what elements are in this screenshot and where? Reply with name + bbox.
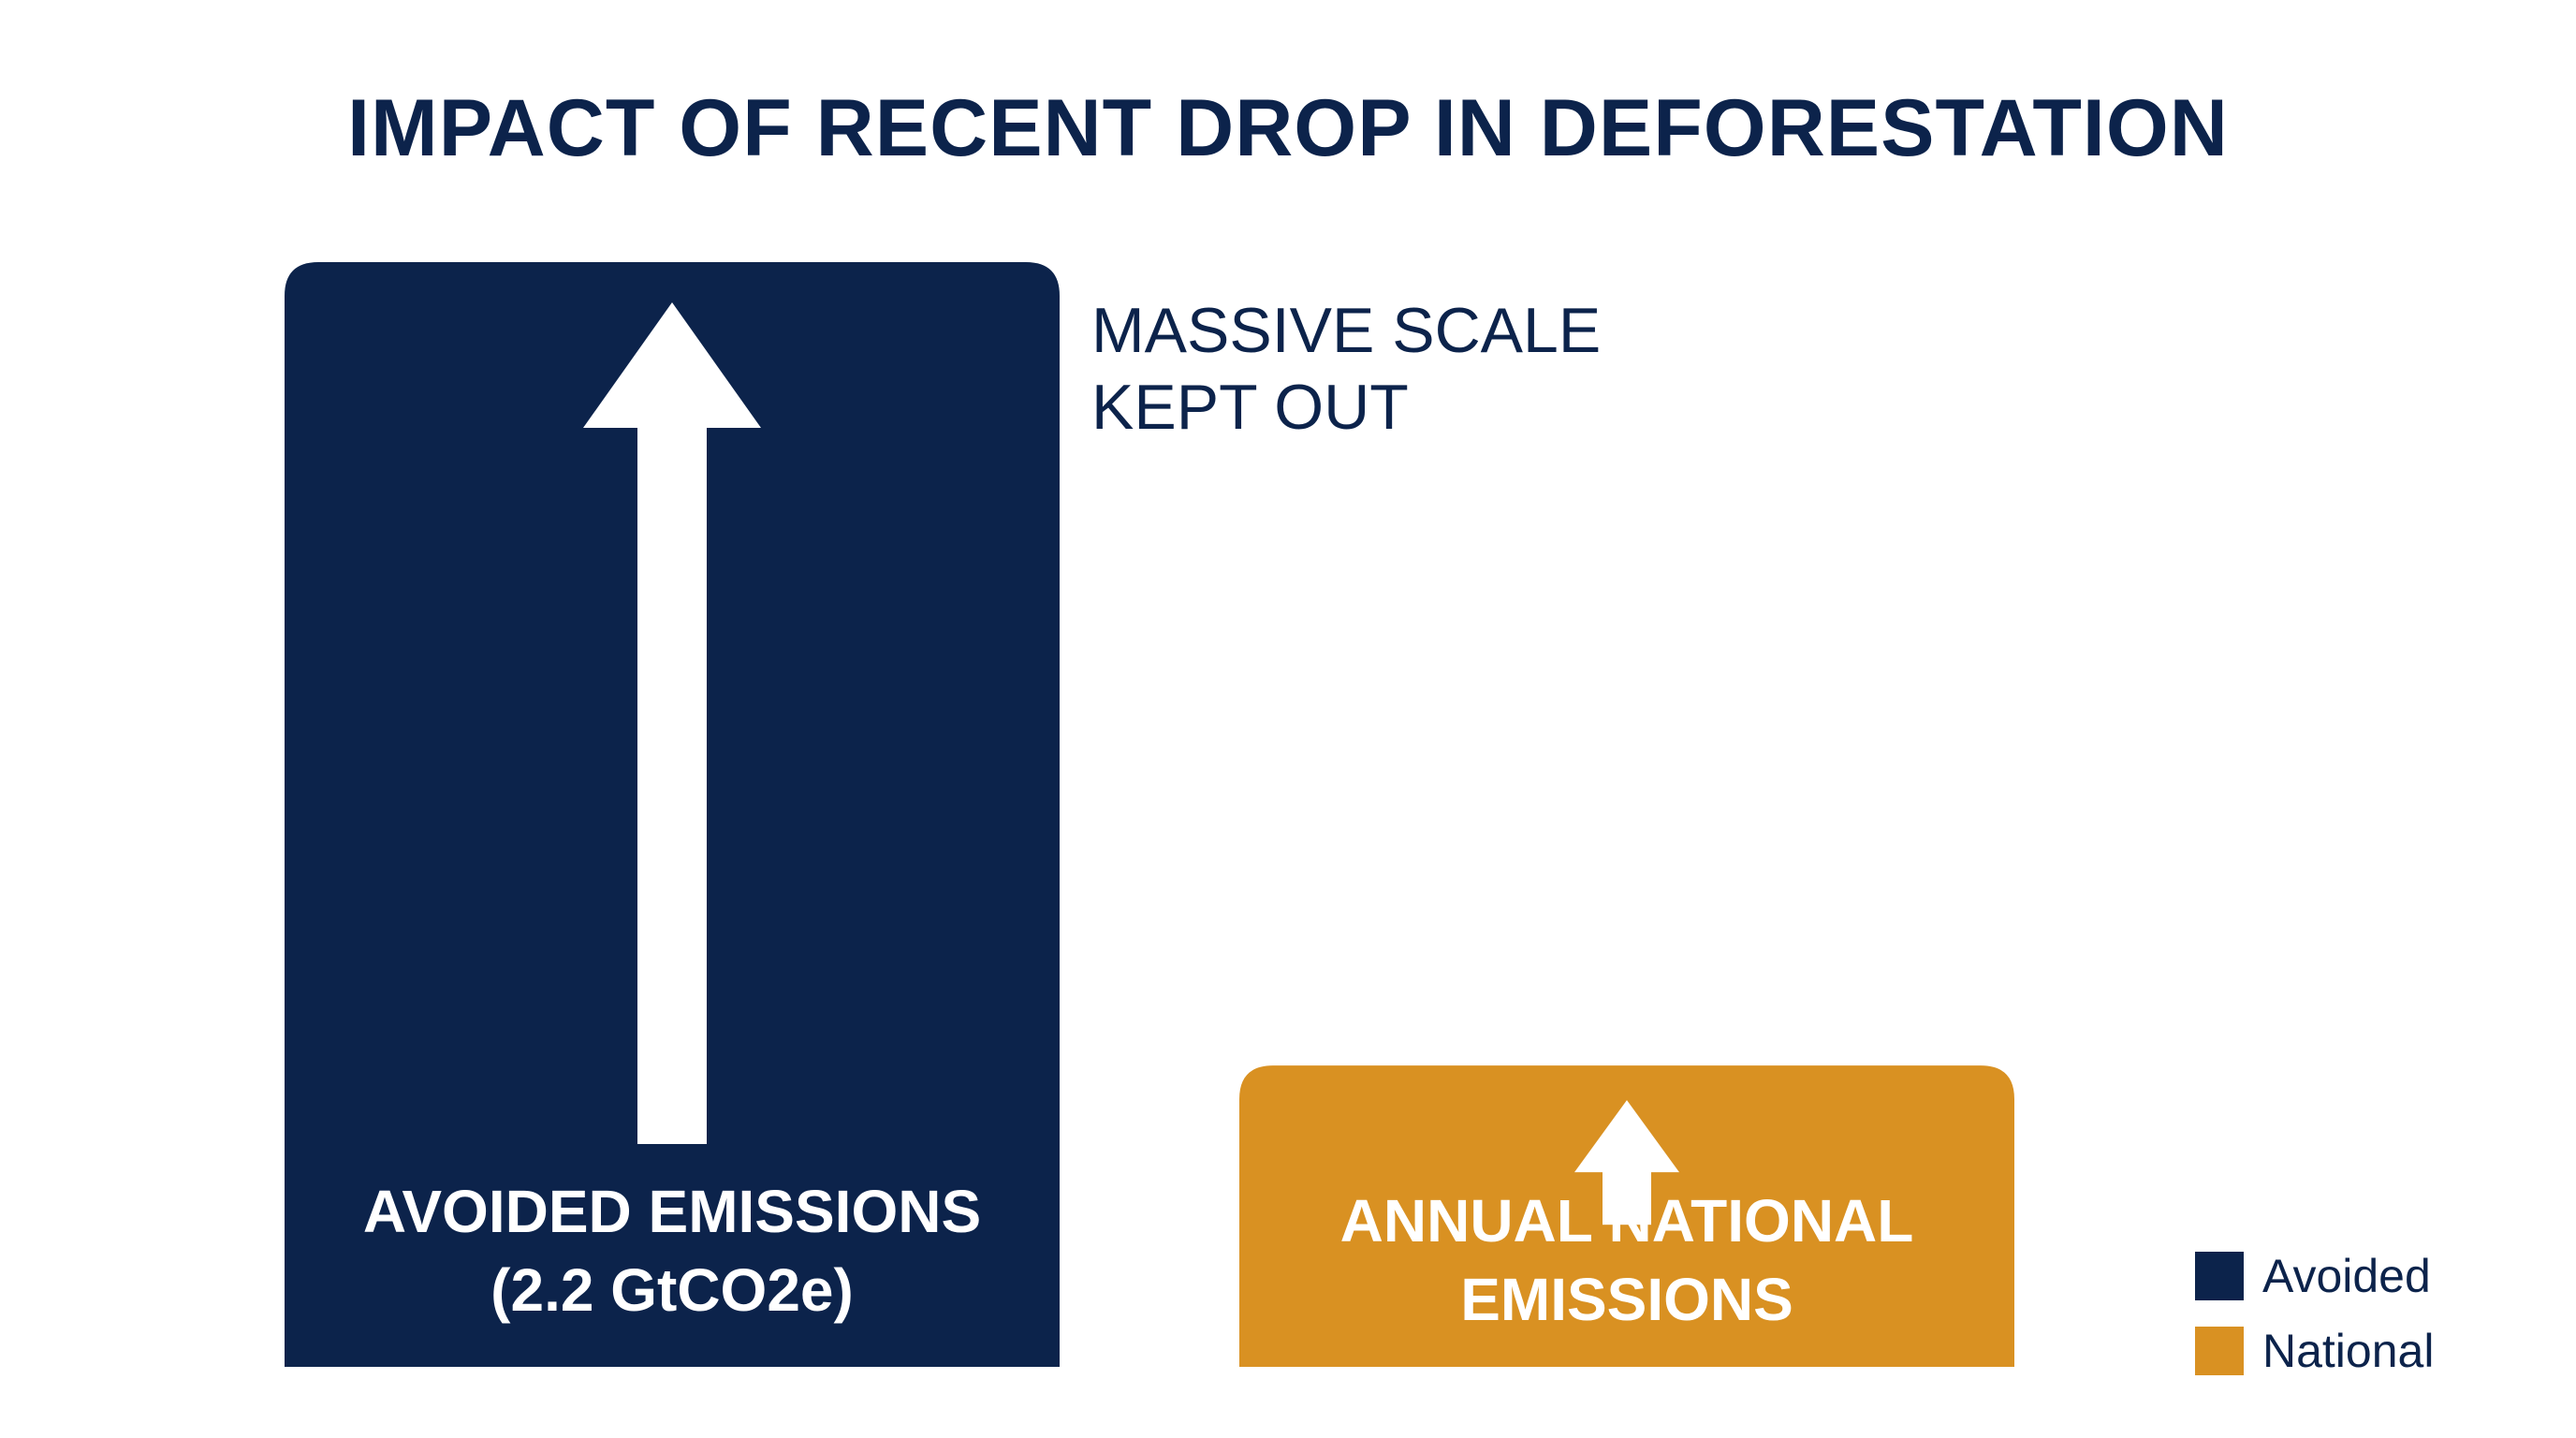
bar-label-0-line-2: (2.2 GtCO2e) — [490, 1256, 854, 1324]
arrow-shaft-1 — [1603, 1170, 1651, 1225]
arrow-head-0 — [583, 302, 761, 428]
bar-label-0-line-1: AVOIDED EMISSIONS — [363, 1178, 981, 1245]
annotation-line-1: MASSIVE SCALE — [1091, 295, 1602, 366]
legend: Avoided National — [2195, 1239, 2434, 1388]
legend-item-national: National — [2195, 1313, 2434, 1388]
chart-title: IMPACT OF RECENT DROP IN DEFORESTATION — [347, 83, 2229, 173]
bar-label-1-line-1: ANNUAL NATIONAL — [1340, 1187, 1914, 1255]
scale-annotation: MASSIVE SCALE KEPT OUT — [1091, 292, 1601, 446]
arrow-shaft-0 — [637, 428, 707, 1144]
annotation-line-2: KEPT OUT — [1091, 372, 1409, 443]
legend-label-avoided: Avoided — [2262, 1250, 2431, 1302]
legend-label-national: National — [2262, 1325, 2435, 1377]
bar-label-1-line-2: EMISSIONS — [1460, 1266, 1793, 1333]
legend-swatch-avoided — [2195, 1252, 2244, 1300]
legend-item-avoided: Avoided — [2195, 1239, 2434, 1313]
arrow-head-1 — [1574, 1100, 1679, 1173]
legend-swatch-national — [2195, 1327, 2244, 1375]
